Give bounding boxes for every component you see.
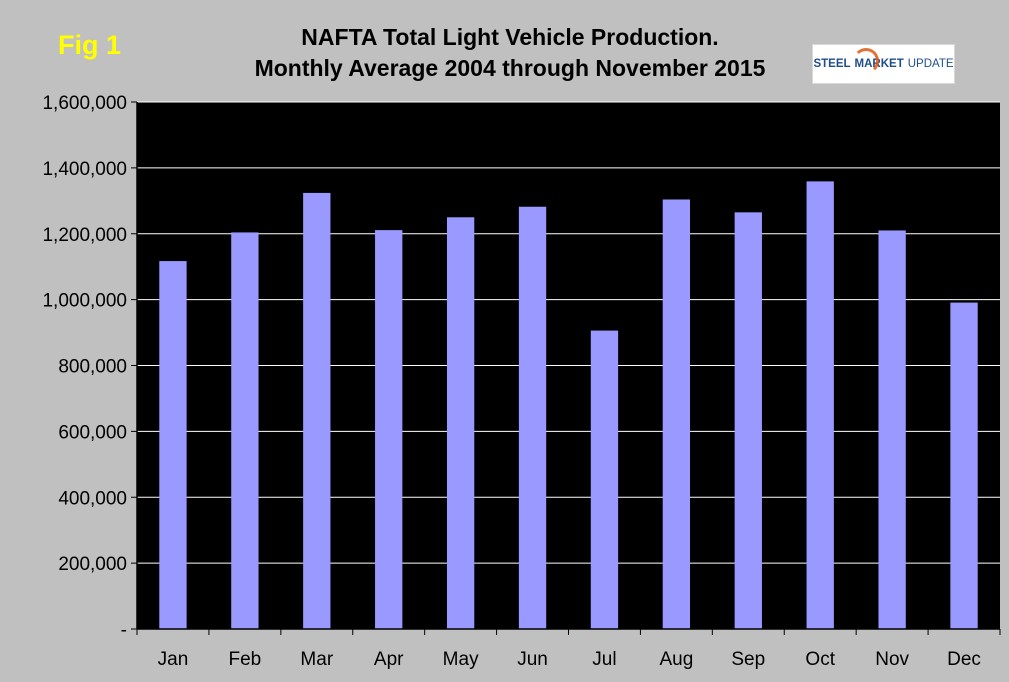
y-tick-label: 400,000 (58, 488, 127, 509)
bar-mar (303, 192, 331, 629)
x-tick-label: Jul (592, 649, 616, 670)
y-tick-label: 1,400,000 (42, 159, 127, 180)
y-tick-label: 1,200,000 (42, 225, 127, 246)
bar-feb (231, 232, 259, 629)
y-tick-label: 800,000 (58, 357, 127, 378)
x-tick-label: Mar (300, 649, 333, 670)
bar-oct (806, 181, 834, 629)
chart-title: NAFTA Total Light Vehicle Production. Mo… (180, 22, 840, 84)
bar-sep (734, 212, 762, 629)
bar-jan (159, 261, 187, 629)
bar-dec (950, 302, 978, 629)
x-tick-label: Dec (947, 649, 981, 670)
bar-apr (375, 230, 403, 629)
bar-nov (878, 230, 906, 630)
bar-aug (662, 199, 691, 629)
y-tick-label: - (121, 620, 127, 641)
x-tick-label: Sep (731, 649, 765, 670)
y-tick-labels: - 200,000 400,000 600,000 800,000 1,000,000 1,… (42, 93, 127, 641)
x-tick-label: Feb (229, 649, 262, 670)
bars (159, 181, 978, 630)
x-tick-label: Aug (659, 649, 693, 670)
bar-may (446, 217, 475, 629)
y-tick-label: 200,000 (58, 554, 127, 575)
y-tick-label: 1,000,000 (42, 291, 127, 312)
x-tick-label: May (443, 649, 479, 670)
chart-title-line-1: NAFTA Total Light Vehicle Production. (301, 24, 719, 50)
y-tick-label: 600,000 (58, 422, 127, 443)
bar-jul (590, 330, 619, 629)
x-tick-label: Jan (158, 649, 189, 670)
gridlines (137, 101, 1000, 564)
x-tick-label: Oct (805, 649, 835, 670)
axes (131, 101, 1001, 635)
x-tick-label: Apr (374, 649, 404, 670)
y-tick-label: 1,600,000 (42, 93, 127, 114)
logo-swoosh-icon (853, 48, 879, 74)
bar-jun (518, 206, 547, 629)
x-tick-label: Nov (875, 649, 909, 670)
figure-number: Fig 1 (58, 30, 122, 60)
chart-title-line-2: Monthly Average 2004 through November 20… (254, 55, 766, 81)
logo-word-steel: STEEL (813, 58, 851, 70)
steel-market-update-logo: STEEL MARKET UPDATE (812, 44, 955, 84)
x-tick-labels: Jan Feb Mar Apr May Jun Jul Aug Sep Oct Nov Dec (158, 649, 981, 670)
x-tick-label: Jun (517, 649, 548, 670)
logo-word-update: UPDATE (907, 58, 954, 70)
